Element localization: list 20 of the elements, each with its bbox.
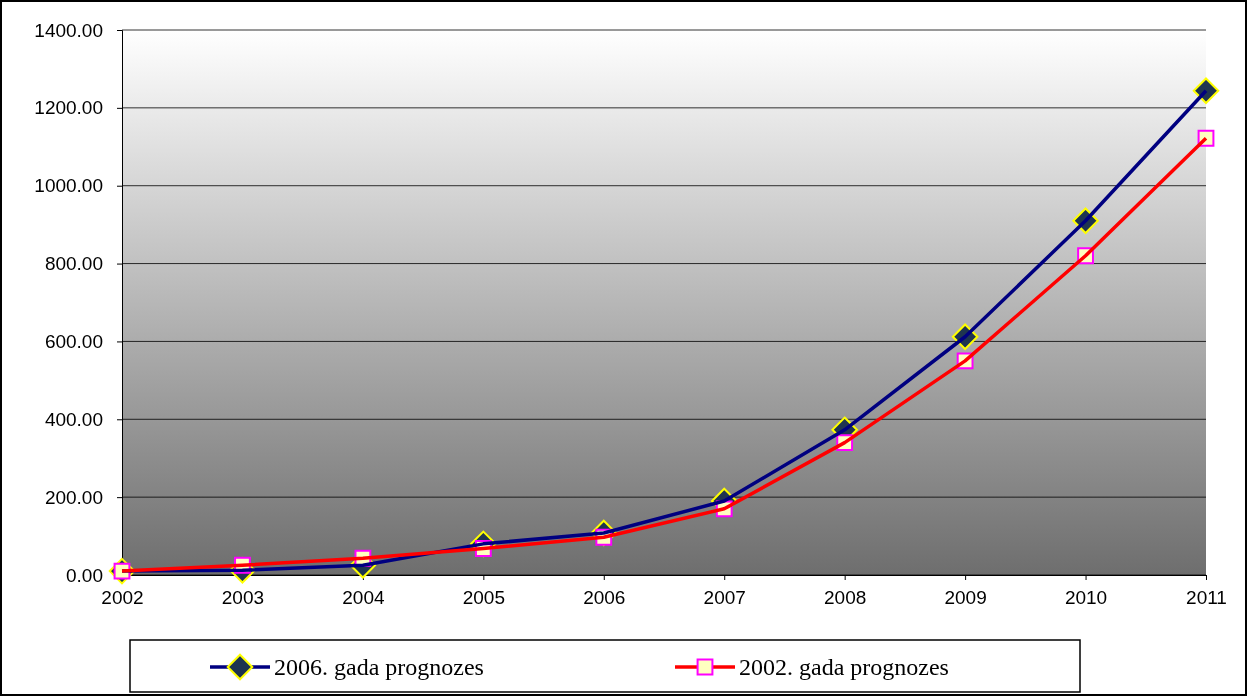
x-tick-label: 2005: [462, 586, 505, 608]
y-tick-label: 200.00: [44, 486, 103, 508]
y-tick-label: 1000.00: [34, 175, 103, 197]
x-tick-label: 2003: [221, 586, 265, 608]
legend-label: 2002. gada prognozes: [739, 654, 949, 680]
y-tick-label: 1200.00: [34, 97, 103, 119]
y-tick-label: 800.00: [44, 253, 103, 275]
x-tick-label: 2009: [944, 586, 987, 608]
x-tick-label: 2007: [703, 586, 746, 608]
legend-label: 2006. gada prognozes: [274, 654, 484, 680]
x-tick-label: 2006: [583, 586, 626, 608]
x-tick-label: 2008: [824, 586, 867, 608]
x-tick-label: 2004: [342, 586, 385, 608]
y-tick-label: 0.00: [66, 564, 103, 586]
y-tick-label: 600.00: [44, 331, 103, 353]
y-tick-label: 1400.00: [34, 19, 103, 41]
x-tick-label: 2011: [1186, 586, 1227, 608]
y-tick-label: 400.00: [44, 408, 103, 430]
x-tick-label: 2002: [101, 586, 144, 608]
x-tick-label: 2010: [1064, 586, 1108, 608]
